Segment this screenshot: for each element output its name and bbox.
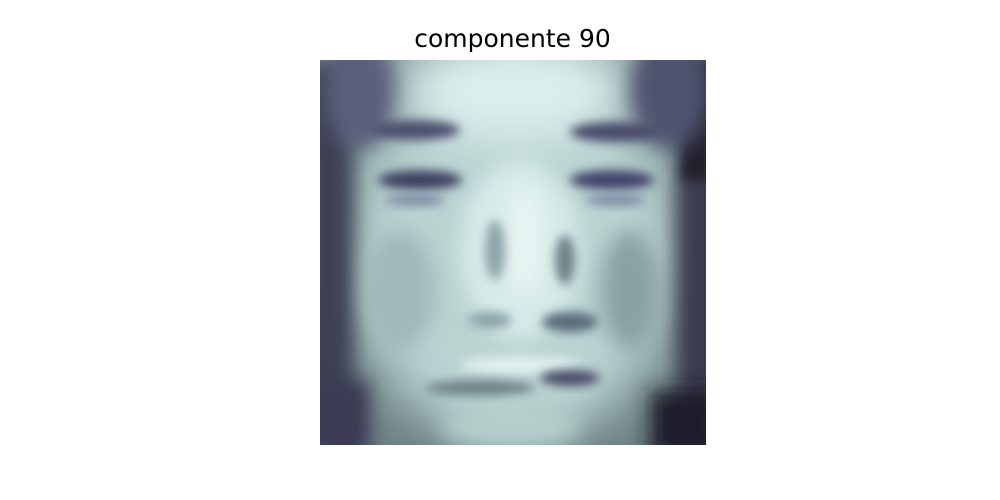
face-component-graphic — [320, 60, 706, 445]
plot-title: componente 90 — [414, 24, 611, 53]
face-component-image — [320, 60, 706, 445]
